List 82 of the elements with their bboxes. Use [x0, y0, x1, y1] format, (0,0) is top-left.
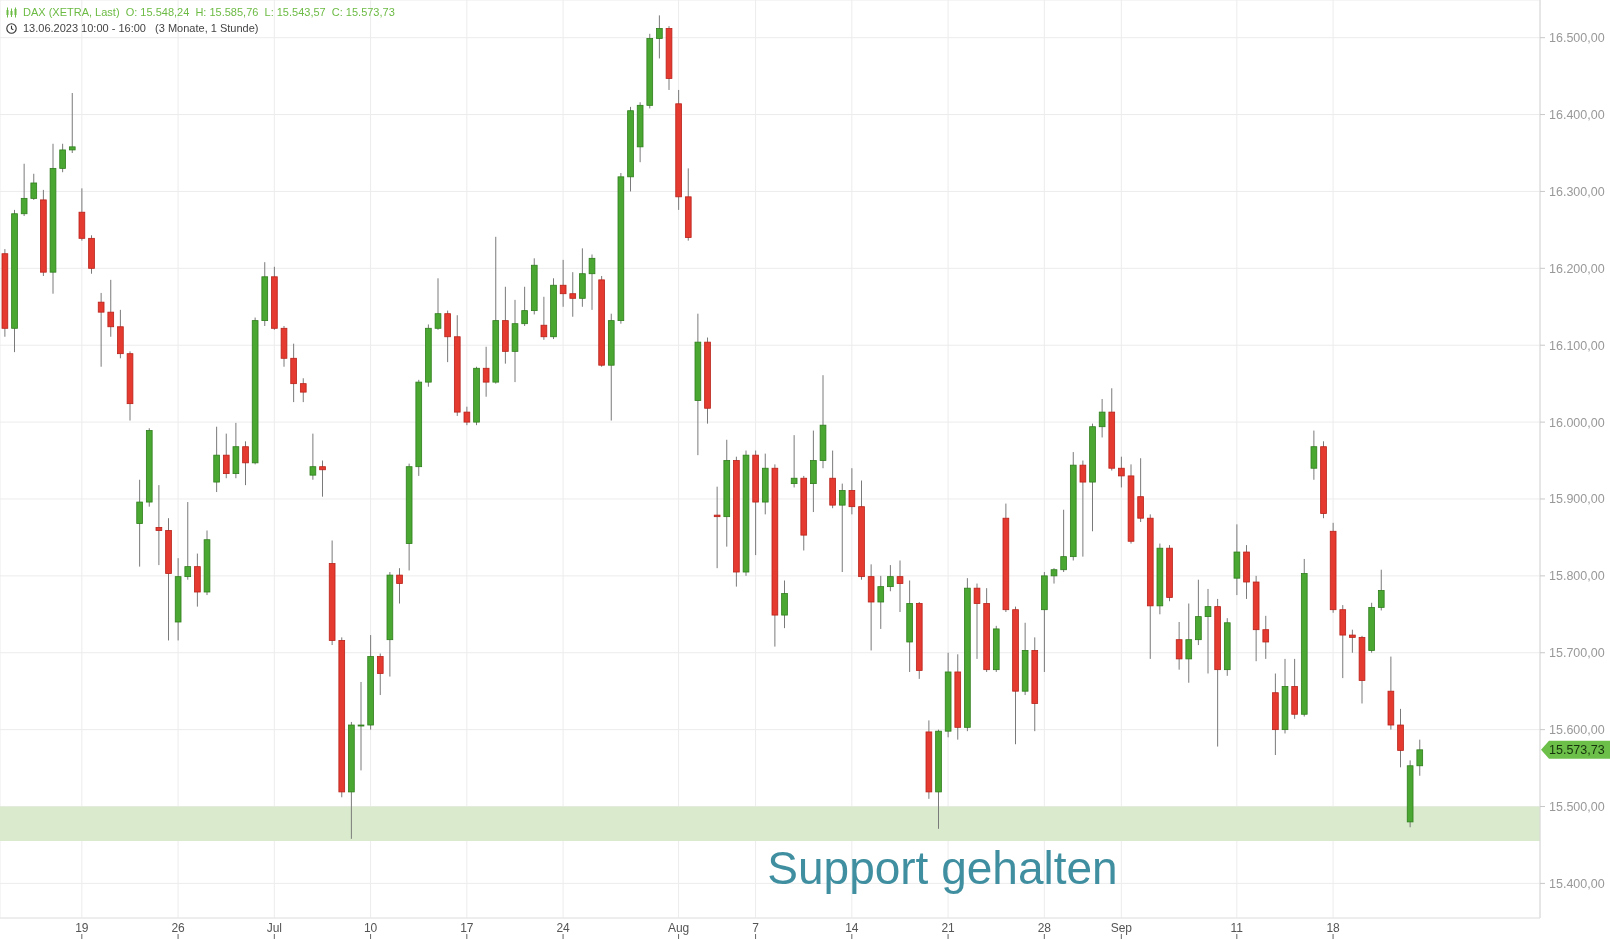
y-tick-label: 16.500,00: [1549, 31, 1605, 46]
candlestick: [781, 579, 788, 629]
candlestick: [1310, 430, 1318, 481]
x-tick-label: 17: [460, 921, 474, 935]
candlestick: [1118, 456, 1125, 488]
x-tick-label: Aug: [667, 921, 690, 935]
y-tick-label: 15.500,00: [1549, 799, 1605, 814]
candlestick: [1137, 457, 1144, 523]
x-tick-label: 14: [845, 921, 859, 935]
candlestick: [107, 279, 115, 338]
candlestick: [1175, 621, 1183, 671]
y-tick-label: 15.400,00: [1549, 876, 1605, 891]
candlestick: [848, 467, 856, 515]
y-tick-label: 15.600,00: [1549, 723, 1605, 738]
x-tick-label: Jul: [266, 921, 282, 935]
candlestick: [309, 433, 317, 481]
candlestick: [1060, 509, 1067, 573]
candlestick: [559, 259, 567, 308]
x-tick-label: 7: [752, 921, 760, 935]
candlestick: [569, 271, 577, 318]
candlestick: [97, 292, 105, 368]
x-tick-label: Sep: [1110, 921, 1133, 935]
text: 13.06.2023 10:00 - 16:00 (3 Monate, 1 Stunde): [23, 22, 259, 35]
candlestick: [242, 440, 249, 486]
candlestick: [540, 296, 548, 341]
candlestick: [896, 559, 904, 613]
candlestick: [434, 277, 442, 331]
candlestick: [482, 346, 490, 398]
candlestick: [68, 92, 76, 154]
y-tick-label: 15.800,00: [1549, 569, 1605, 584]
candlestick: [1195, 579, 1202, 646]
y-tick-label: 16.400,00: [1549, 108, 1605, 122]
candlestick: [319, 460, 326, 498]
y-tick-label: 16.300,00: [1549, 184, 1605, 199]
x-tick-label: 28: [1037, 921, 1052, 935]
candlestick: [299, 377, 307, 403]
candlestick: [656, 14, 663, 59]
candlestick: [20, 163, 28, 217]
candlestick: [973, 583, 981, 660]
candlestick: [521, 286, 528, 327]
candlestick: [1098, 398, 1106, 438]
candlestick: [1377, 569, 1385, 611]
candlestick: [463, 406, 471, 426]
candlestick: [1204, 588, 1212, 675]
text: DAX (XETRA, Last) O: 15.548,24 H: 15.585,76 L: 15.543,57 C: 15.573,73: [23, 6, 395, 19]
candlestick: [810, 430, 817, 513]
candlestick: [1185, 603, 1193, 684]
candlestick: [1262, 615, 1270, 660]
candlestick: [357, 681, 365, 771]
candlestick: [713, 486, 721, 569]
candlestick: [222, 433, 230, 479]
x-tick-label: 11: [1230, 921, 1244, 935]
candlestick: [588, 253, 596, 311]
x-tick-label: 19: [75, 921, 89, 935]
candlestick: [838, 483, 846, 573]
band-label: Support gehalten: [767, 842, 1118, 895]
candlestick: [1079, 460, 1087, 558]
x-tick-label: 24: [556, 921, 571, 935]
x-tick-label: 26: [171, 921, 186, 935]
candlestick: [877, 575, 885, 630]
y-tick-label: 15.700,00: [1549, 646, 1605, 661]
candlestick: [396, 567, 403, 605]
candlestick: [59, 143, 66, 173]
y-tick-label: 16.100,00: [1549, 338, 1605, 353]
y-tick-label: 15.900,00: [1549, 492, 1605, 507]
candlestick: [1050, 567, 1058, 585]
candlestick: [155, 484, 163, 566]
candlestick: [376, 653, 384, 696]
candlestick: [184, 501, 192, 581]
candlestick: [887, 564, 894, 592]
x-tick-label: 10: [363, 921, 378, 935]
x-tick-label: 21: [941, 921, 956, 935]
candlestick: [1349, 629, 1356, 654]
y-tick-label: 16.200,00: [1549, 261, 1605, 276]
candlestick: [790, 434, 798, 488]
x-tick-label: 18: [1326, 921, 1341, 935]
candlestick: [1416, 739, 1424, 777]
y-tick-label: 16.000,00: [1549, 415, 1605, 430]
text: 15.573,73: [1549, 742, 1605, 757]
candlestick: [136, 479, 143, 568]
candlestick: [30, 173, 38, 201]
candlestick: [444, 310, 451, 363]
